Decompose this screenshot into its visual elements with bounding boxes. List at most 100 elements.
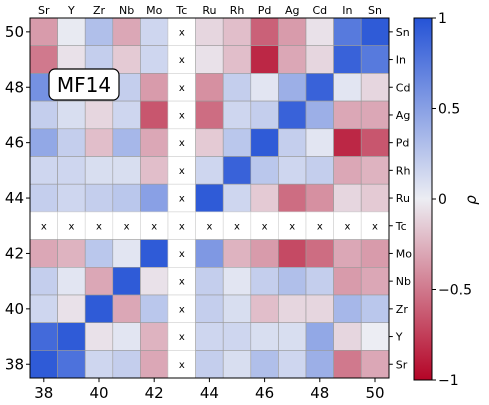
heatmap-cell [57,183,86,213]
heatmap-cell [29,100,58,130]
missing-marker: x [179,277,185,288]
missing-marker: x [179,221,185,232]
missing-marker: x [289,221,295,232]
heatmap-cell [278,266,307,296]
heatmap-cell [333,266,362,296]
heatmap-cell [84,239,114,268]
heatmap-cell [195,322,224,351]
right-element-label: Rh [396,164,411,177]
heatmap-cell [112,128,141,157]
heatmap-cell [140,294,169,324]
missing-marker: x [179,83,185,94]
heatmap-cell [360,350,390,379]
heatmap-cell [278,350,307,379]
heatmap-cell [305,183,334,213]
heatmap-cell [333,294,362,324]
colorbar-label: ρ [462,195,480,205]
heatmap-cell [112,17,141,47]
right-element-label: Mo [396,247,412,260]
x-axis-ticks: 38 40 42 44 46 48 50 [34,378,385,402]
heatmap-cell [29,156,58,185]
heatmap-cell [112,45,141,74]
heatmap-cell [250,239,279,268]
heatmap-cell [140,73,169,102]
missing-marker: x [179,194,185,205]
heatmap-cell [360,128,390,157]
missing-marker: x [179,360,185,371]
badge-box [48,68,120,101]
y-tick-label: 48 [5,78,24,96]
heatmap-cell-empty [167,128,196,157]
heatmap-cell [140,239,169,268]
heatmap-cell [333,183,362,213]
heatmap-cell [112,183,141,213]
heatmap-cell [29,128,58,157]
heatmap-cell [195,128,224,157]
heatmap-cell [250,128,279,157]
right-element-label: Nb [396,275,411,288]
missing-marker: x [372,221,378,232]
top-element-label: Rh [230,4,245,17]
heatmap-cell [140,350,169,379]
heatmap-cell [57,266,86,296]
heatmap-cell [333,100,362,130]
top-element-label: Tc [175,4,187,17]
heatmap-cell [57,239,86,268]
right-element-label: Tc [395,220,407,233]
missing-marker: x [68,221,74,232]
heatmap-cell [360,100,390,130]
heatmap-cell [112,350,141,379]
missing-marker: x [206,221,212,232]
heatmap-cell [222,156,252,185]
heatmap-cell [112,100,141,130]
heatmap-cell [250,322,279,351]
heatmap-cell-empty [167,211,196,240]
heatmap-cell [333,45,362,74]
right-element-label: Cd [396,81,411,94]
heatmap-cell [195,100,224,130]
heatmap-cell-empty [222,211,252,240]
heatmap-cell [57,294,86,324]
heatmap-cell [360,183,390,213]
colorbar: 1 0.5 0 −0.5 −1 ρ [413,11,480,389]
heatmap-cell-empty [360,211,390,240]
heatmap-cell [333,239,362,268]
heatmap-cell [278,45,307,74]
colorbar-tick-label: 1 [438,11,447,27]
missing-marker: x [96,221,102,232]
heatmap-cell [305,239,334,268]
heatmap-cell [222,239,252,268]
heatmap-cell [360,45,390,74]
top-element-label: In [342,4,352,17]
heatmap-cell [222,128,252,157]
missing-marker: x [179,55,185,66]
colorbar-ticks: 1 0.5 0 −0.5 −1 [432,11,472,389]
heatmap-cell [112,294,141,324]
missing-marker: x [234,221,240,232]
top-element-label: Y [67,4,75,17]
heatmap-cell [222,322,252,351]
heatmap-cell [84,183,114,213]
heatmap-cell [195,294,224,324]
colorbar-tick-label: 0 [438,192,447,208]
heatmap-cell [360,294,390,324]
heatmap-cell [140,128,169,157]
x-tick-label: 38 [34,384,53,402]
missing-marker: x [317,221,323,232]
heatmap-cell [29,350,58,379]
heatmap-cell [140,156,169,185]
colorbar-bar [413,17,433,381]
right-element-label: In [396,54,406,67]
right-element-labels: Sn In Cd Ag Pd Rh Ru Tc Mo Nb Zr Y Sr [388,26,412,371]
heatmap-cell [195,239,224,268]
heatmap-cell [29,17,58,47]
heatmap-cell [29,294,58,324]
heatmap-cell [305,350,334,379]
heatmap-cell [278,73,307,102]
heatmap-cell [250,350,279,379]
y-tick-label: 46 [5,134,24,152]
heatmap-cell-empty [167,266,196,296]
right-element-label: Sn [396,26,410,39]
colorbar-tick-label: −0.5 [438,283,472,299]
heatmap-cell [84,294,114,324]
